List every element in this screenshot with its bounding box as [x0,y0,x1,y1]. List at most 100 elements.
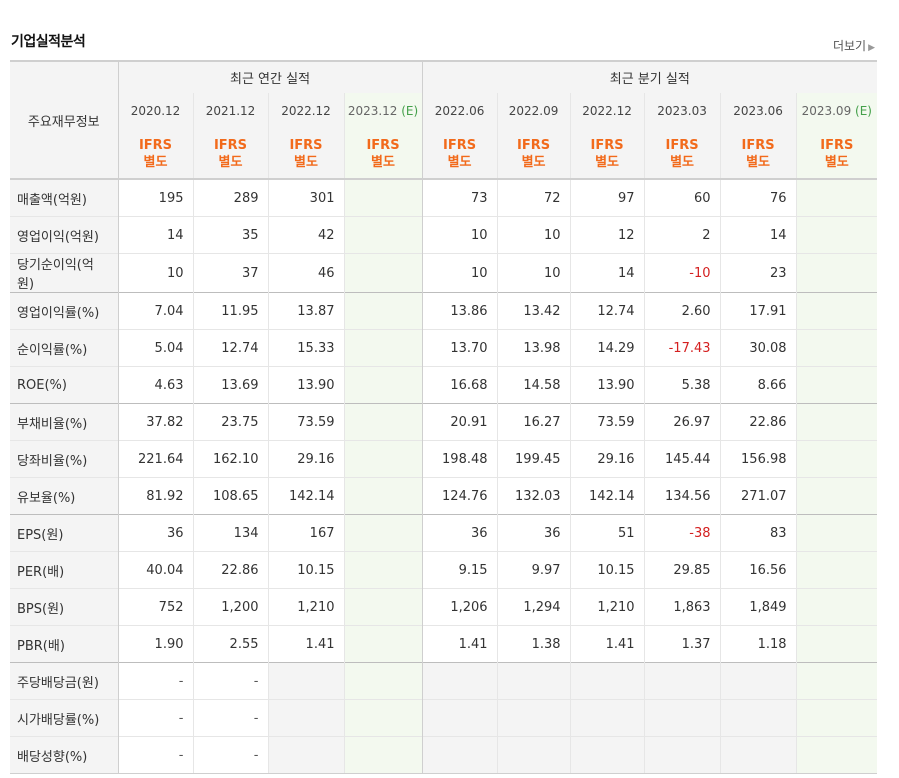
ifrs-badge: IFRS 별도 [117,129,193,180]
more-link[interactable]: 더보기 ▶ [833,37,875,54]
table-row: 배당성향(%) - - [10,736,878,774]
table-cell: 73 [421,178,498,217]
table-cell [795,736,878,774]
table-cell: 36 [496,514,571,552]
table-cell: 134 [192,514,268,552]
table-row: 유보율(%) 81.92 108.65 142.14 124.76 132.03 142.1… [10,477,878,515]
table-body: 매출액(억원) 195 289 301 73 72 97 60 76 영업이익(억원) 14 35 42… [10,178,878,774]
table-row: ROE(%) 4.63 13.69 13.90 16.68 14.58 13.90 5.38 8… [10,366,878,404]
period-header: 2023.03 [643,93,721,129]
period-label: 2020.12 [130,104,181,118]
table-cell [643,736,721,774]
table-cell: 10 [421,216,498,254]
table-cell: - [192,662,268,700]
table-row: 영업이익(억원) 14 35 42 10 10 12 2 14 [10,216,878,254]
row-label: 영업이익률(%) [10,292,118,330]
table-cell: - [192,699,268,737]
period-label: 2023.03 [657,104,707,118]
period-label: 2021.12 [205,104,256,118]
table-cell: 142.14 [569,477,645,515]
ifrs-type-label: 별도 [595,154,619,170]
row-label: 유보율(%) [10,477,118,515]
table-cell: 156.98 [719,440,797,478]
table-cell: 108.65 [192,477,268,515]
table-cell [719,699,797,737]
table-cell [343,625,423,663]
table-cell: 46 [267,253,344,293]
table-cell: 60 [643,178,721,217]
table-cell: 12.74 [569,292,645,330]
table-cell: 134.56 [643,477,721,515]
row-label: PER(배) [10,551,118,589]
table-cell [795,292,878,330]
table-cell [343,329,423,367]
ifrs-type-label: 별도 [447,154,472,170]
ifrs-badge: IFRS 별도 [569,129,645,180]
period-header: 2023.06 [719,93,797,129]
table-cell: 11.95 [192,292,268,330]
table-row: 당기순이익(억원) 10 37 46 10 10 14 -10 23 [10,253,878,293]
table-cell: 81.92 [117,477,193,515]
table-cell: 124.76 [421,477,498,515]
table-cell: 9.15 [421,551,498,589]
table-cell [343,253,423,293]
table-cell: 2 [643,216,721,254]
table-cell: 1.38 [496,625,571,663]
period-header: 2022.09 [496,93,571,129]
ifrs-type-label: 별도 [521,154,546,170]
table-cell: -38 [643,514,721,552]
annual-header: 최근 연간 실적 [117,60,423,93]
table-cell: 13.86 [421,292,498,330]
ifrs-badge: IFRS 별도 [719,129,797,180]
table-cell: 1.37 [643,625,721,663]
table-cell: 26.97 [643,403,721,441]
table-cell [795,477,878,515]
table-cell: 167 [267,514,344,552]
table-cell [795,329,878,367]
table-cell: 14 [117,216,193,254]
table-cell: 5.04 [117,329,193,367]
table-cell [267,662,344,700]
table-cell: - [192,736,268,774]
table-cell: - [117,699,193,737]
table-cell: 15.33 [267,329,344,367]
table-cell: 1,210 [267,588,344,626]
table-cell: 1,200 [192,588,268,626]
table-cell: - [117,662,193,700]
estimate-mark: (E) [397,104,419,118]
table-cell [795,440,878,478]
period-label: 2023.06 [733,104,783,118]
row-label: 매출액(억원) [10,178,118,217]
row-label: 배당성향(%) [10,736,118,774]
period-label: 2022.12 [281,104,331,118]
chevron-right-icon: ▶ [868,43,875,53]
table-row: PER(배) 40.04 22.86 10.15 9.15 9.97 10.15 29.85 1… [10,551,878,589]
period-label: 2023.09 [801,104,852,118]
ifrs-type-label: 별도 [746,154,770,170]
period-row: 2020.12 2021.12 2022.12 2023.12 (E) 2022.06 2… [10,93,878,129]
table-cell: 97 [569,178,645,217]
table-cell: 289 [192,178,268,217]
table-cell: 1.18 [719,625,797,663]
ifrs-label: IFRS [213,137,248,153]
table-cell: 17.91 [719,292,797,330]
table-cell: 1.41 [569,625,645,663]
table-cell [795,551,878,589]
table-cell [496,662,571,700]
table-cell [267,699,344,737]
table-row: 당좌비율(%) 221.64 162.10 29.16 198.48 199.45 29.1… [10,440,878,478]
section-title: 기업실적분석 [11,34,86,50]
table-cell [569,736,645,774]
table-cell: 13.98 [496,329,571,367]
table-cell: - [117,736,193,774]
period-label: 2023.12 [347,104,398,118]
table-cell: 10.15 [267,551,344,589]
period-header: 2023.12 (E) [343,93,423,129]
period-header: 2021.12 [192,93,268,129]
table-cell: 16.68 [421,366,498,404]
table-row: 순이익률(%) 5.04 12.74 15.33 13.70 13.98 14.29 -17.… [10,329,878,367]
ifrs-type-label: 별도 [294,154,318,170]
table-cell: 10 [496,253,571,293]
table-cell: 16.27 [496,403,571,441]
table-cell [795,366,878,404]
